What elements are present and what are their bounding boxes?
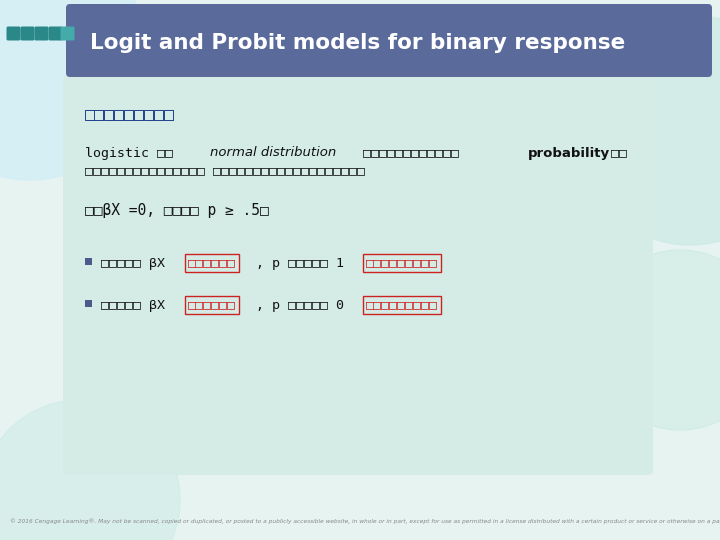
Text: Logit and Probit models for binary response: Logit and Probit models for binary respo… [90,33,625,53]
Bar [85,300,92,307]
FancyBboxPatch shape [48,26,63,40]
Circle shape [590,250,720,430]
Text: □□□□□ βX: □□□□□ βX [101,299,165,312]
Bar [85,258,92,265]
Text: , p □□□□□ 0: , p □□□□□ 0 [256,299,344,312]
Text: © 2016 Cengage Learning®. May not be scanned, copied or duplicated, or posted to: © 2016 Cengage Learning®. May not be sca… [10,518,720,524]
Text: □□□□□□□□□□□□: □□□□□□□□□□□□ [355,146,467,159]
Text: □□□□□ βX: □□□□□ βX [101,256,165,269]
Text: □□: □□ [603,146,627,159]
Text: □□□□□□: □□□□□□ [188,299,236,312]
FancyBboxPatch shape [63,75,653,475]
Circle shape [0,0,150,180]
Text: , p □□□□□ 1: , p □□□□□ 1 [256,256,344,269]
Text: logistic □□: logistic □□ [85,146,181,159]
Text: □□□□□□□□□□□□□□□ □□□□□□□□□□□□□□□□□□□: □□□□□□□□□□□□□□□ □□□□□□□□□□□□□□□□□□□ [85,165,365,178]
Text: □□□□□□□□□: □□□□□□□□□ [85,106,175,124]
FancyBboxPatch shape [66,4,712,77]
Text: □□□□□□: □□□□□□ [188,256,236,269]
FancyBboxPatch shape [35,26,48,40]
FancyBboxPatch shape [6,26,20,40]
Text: □□□□□□□□□: □□□□□□□□□ [366,256,438,269]
FancyBboxPatch shape [60,26,74,40]
Text: □□βX =0, □□□□ p ≥ .5□: □□βX =0, □□□□ p ≥ .5□ [85,202,269,218]
Circle shape [575,15,720,245]
Circle shape [0,400,180,540]
FancyBboxPatch shape [20,26,35,40]
Text: normal distribution: normal distribution [210,146,336,159]
Text: probability: probability [528,146,610,159]
Text: □□□□□□□□□: □□□□□□□□□ [366,299,438,312]
